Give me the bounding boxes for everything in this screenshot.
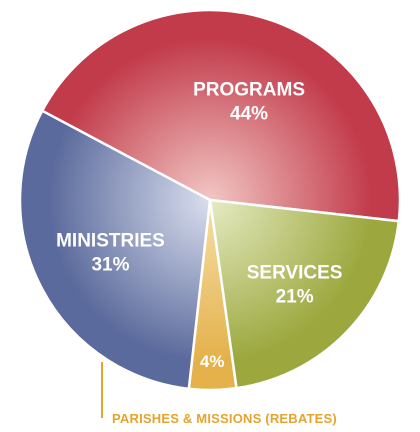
slice-label-services: SERVICES [247, 262, 343, 283]
callout: PARISHES & MISSIONS (REBATES) [101, 362, 337, 426]
slice-label-programs: PROGRAMS [193, 80, 305, 101]
slice-label-ministries: MINISTRIES [56, 230, 165, 251]
slice-value-services: 21% [276, 286, 314, 307]
slice-programs [40, 8, 402, 223]
slice-value-ministries: 31% [91, 254, 129, 275]
pie-slices [18, 8, 402, 392]
slice-services [208, 198, 401, 390]
slice-value-programs: 44% [230, 104, 268, 125]
callout-label: PARISHES & MISSIONS (REBATES) [112, 411, 337, 426]
pie-labels: PROGRAMS 44% SERVICES 21% 4% MINISTRIES 31% [56, 80, 342, 371]
slice-ministries [18, 109, 212, 391]
slice-value-small: 4% [200, 352, 225, 371]
